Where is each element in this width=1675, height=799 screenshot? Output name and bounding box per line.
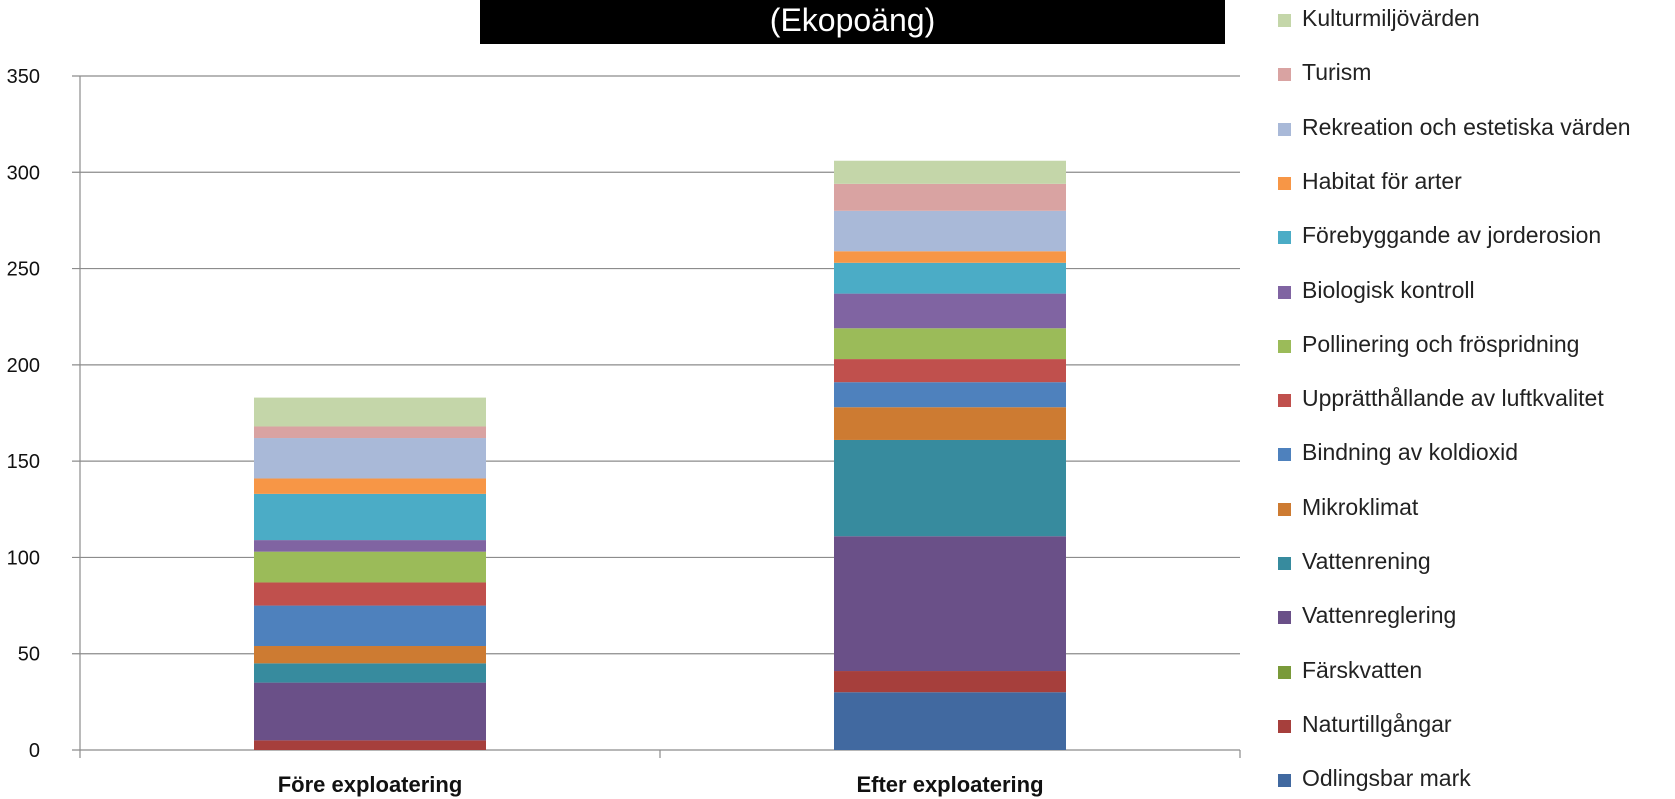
legend-label: Vattenrening bbox=[1302, 548, 1431, 574]
legend-swatch bbox=[1278, 774, 1291, 788]
bar-segment bbox=[834, 210, 1066, 252]
bar-segment bbox=[254, 478, 486, 494]
bar-segment bbox=[254, 540, 486, 552]
y-tick-label: 50 bbox=[18, 644, 40, 666]
legend-label: Bindning av koldioxid bbox=[1302, 439, 1519, 466]
legend-label: Habitat för arter bbox=[1302, 167, 1462, 194]
chart-title: (Ekopoäng) bbox=[480, 0, 1225, 44]
legend-label: Upprätthållande av luftkvalitet bbox=[1302, 385, 1604, 412]
bar-segment bbox=[254, 605, 486, 647]
plot-area: 0 50 100 150 200 250 300 350 Före exploatering Ef… bbox=[7, 66, 1241, 797]
legend-label: Naturtillgångar bbox=[1302, 710, 1452, 737]
bar-segment bbox=[254, 397, 486, 427]
legend-swatch bbox=[1278, 122, 1291, 136]
legend-swatch bbox=[1278, 68, 1291, 82]
legend-label: Vattenreglering bbox=[1302, 602, 1457, 629]
y-tick-label: 350 bbox=[7, 66, 40, 88]
y-tick-label: 200 bbox=[7, 355, 40, 377]
y-tick-label: 300 bbox=[7, 162, 40, 184]
legend-swatch bbox=[1278, 14, 1291, 27]
legend-swatch bbox=[1278, 719, 1291, 733]
legend-label: Biologisk kontroll bbox=[1302, 276, 1475, 303]
bar-segment bbox=[254, 438, 486, 479]
bar-segment bbox=[834, 382, 1066, 408]
legend-swatch bbox=[1278, 176, 1291, 190]
legend-swatch bbox=[1278, 231, 1291, 245]
bar-segment bbox=[254, 582, 486, 606]
y-tick-label: 150 bbox=[7, 451, 40, 473]
bar-segment bbox=[254, 493, 486, 541]
y-tick-label: 100 bbox=[7, 547, 40, 569]
legend-label: Förebyggande av jorderosion bbox=[1302, 222, 1602, 249]
bar-segment bbox=[834, 671, 1066, 693]
legend-label: Turism bbox=[1302, 59, 1372, 86]
bar-segment bbox=[254, 426, 486, 439]
bar-segment bbox=[834, 439, 1066, 537]
legend-swatch bbox=[1278, 339, 1291, 353]
legend-swatch bbox=[1278, 665, 1291, 679]
bar-segment bbox=[834, 536, 1066, 672]
legend-swatch bbox=[1278, 394, 1291, 408]
bar-segment bbox=[834, 407, 1066, 440]
bar-segment bbox=[834, 183, 1066, 211]
bar-segment bbox=[254, 663, 486, 683]
bar-segment bbox=[834, 692, 1066, 750]
x-category-label: Före exploatering bbox=[278, 772, 463, 797]
legend-swatch bbox=[1278, 557, 1291, 570]
legend-swatch bbox=[1278, 448, 1291, 462]
bar-segment bbox=[254, 682, 486, 741]
bar-segment bbox=[834, 251, 1066, 263]
legend-swatch bbox=[1278, 285, 1291, 299]
y-tick-label: 0 bbox=[29, 740, 40, 762]
bar-segment bbox=[834, 262, 1066, 294]
bar-segment bbox=[834, 160, 1066, 184]
legend-label: Kulturmiljövärden bbox=[1302, 5, 1480, 31]
x-category-label: Efter exploatering bbox=[856, 772, 1043, 797]
bar-segment bbox=[254, 740, 486, 750]
legend-label: Mikroklimat bbox=[1302, 493, 1419, 520]
legend-swatch bbox=[1278, 502, 1291, 516]
legend-label: Odlingsbar mark bbox=[1302, 765, 1471, 792]
bar-segment bbox=[834, 359, 1066, 383]
bar-segment bbox=[254, 646, 486, 664]
bar-segment bbox=[834, 328, 1066, 360]
legend-label: Pollinering och fröspridning bbox=[1302, 330, 1580, 357]
y-tick-label: 250 bbox=[7, 259, 40, 281]
legend-swatch bbox=[1278, 611, 1291, 625]
bar-segment bbox=[834, 293, 1066, 329]
legend-label: Färskvatten bbox=[1302, 656, 1423, 683]
legend-label: Rekreation och estetiska värden bbox=[1302, 113, 1631, 140]
bar-segment bbox=[254, 551, 486, 583]
